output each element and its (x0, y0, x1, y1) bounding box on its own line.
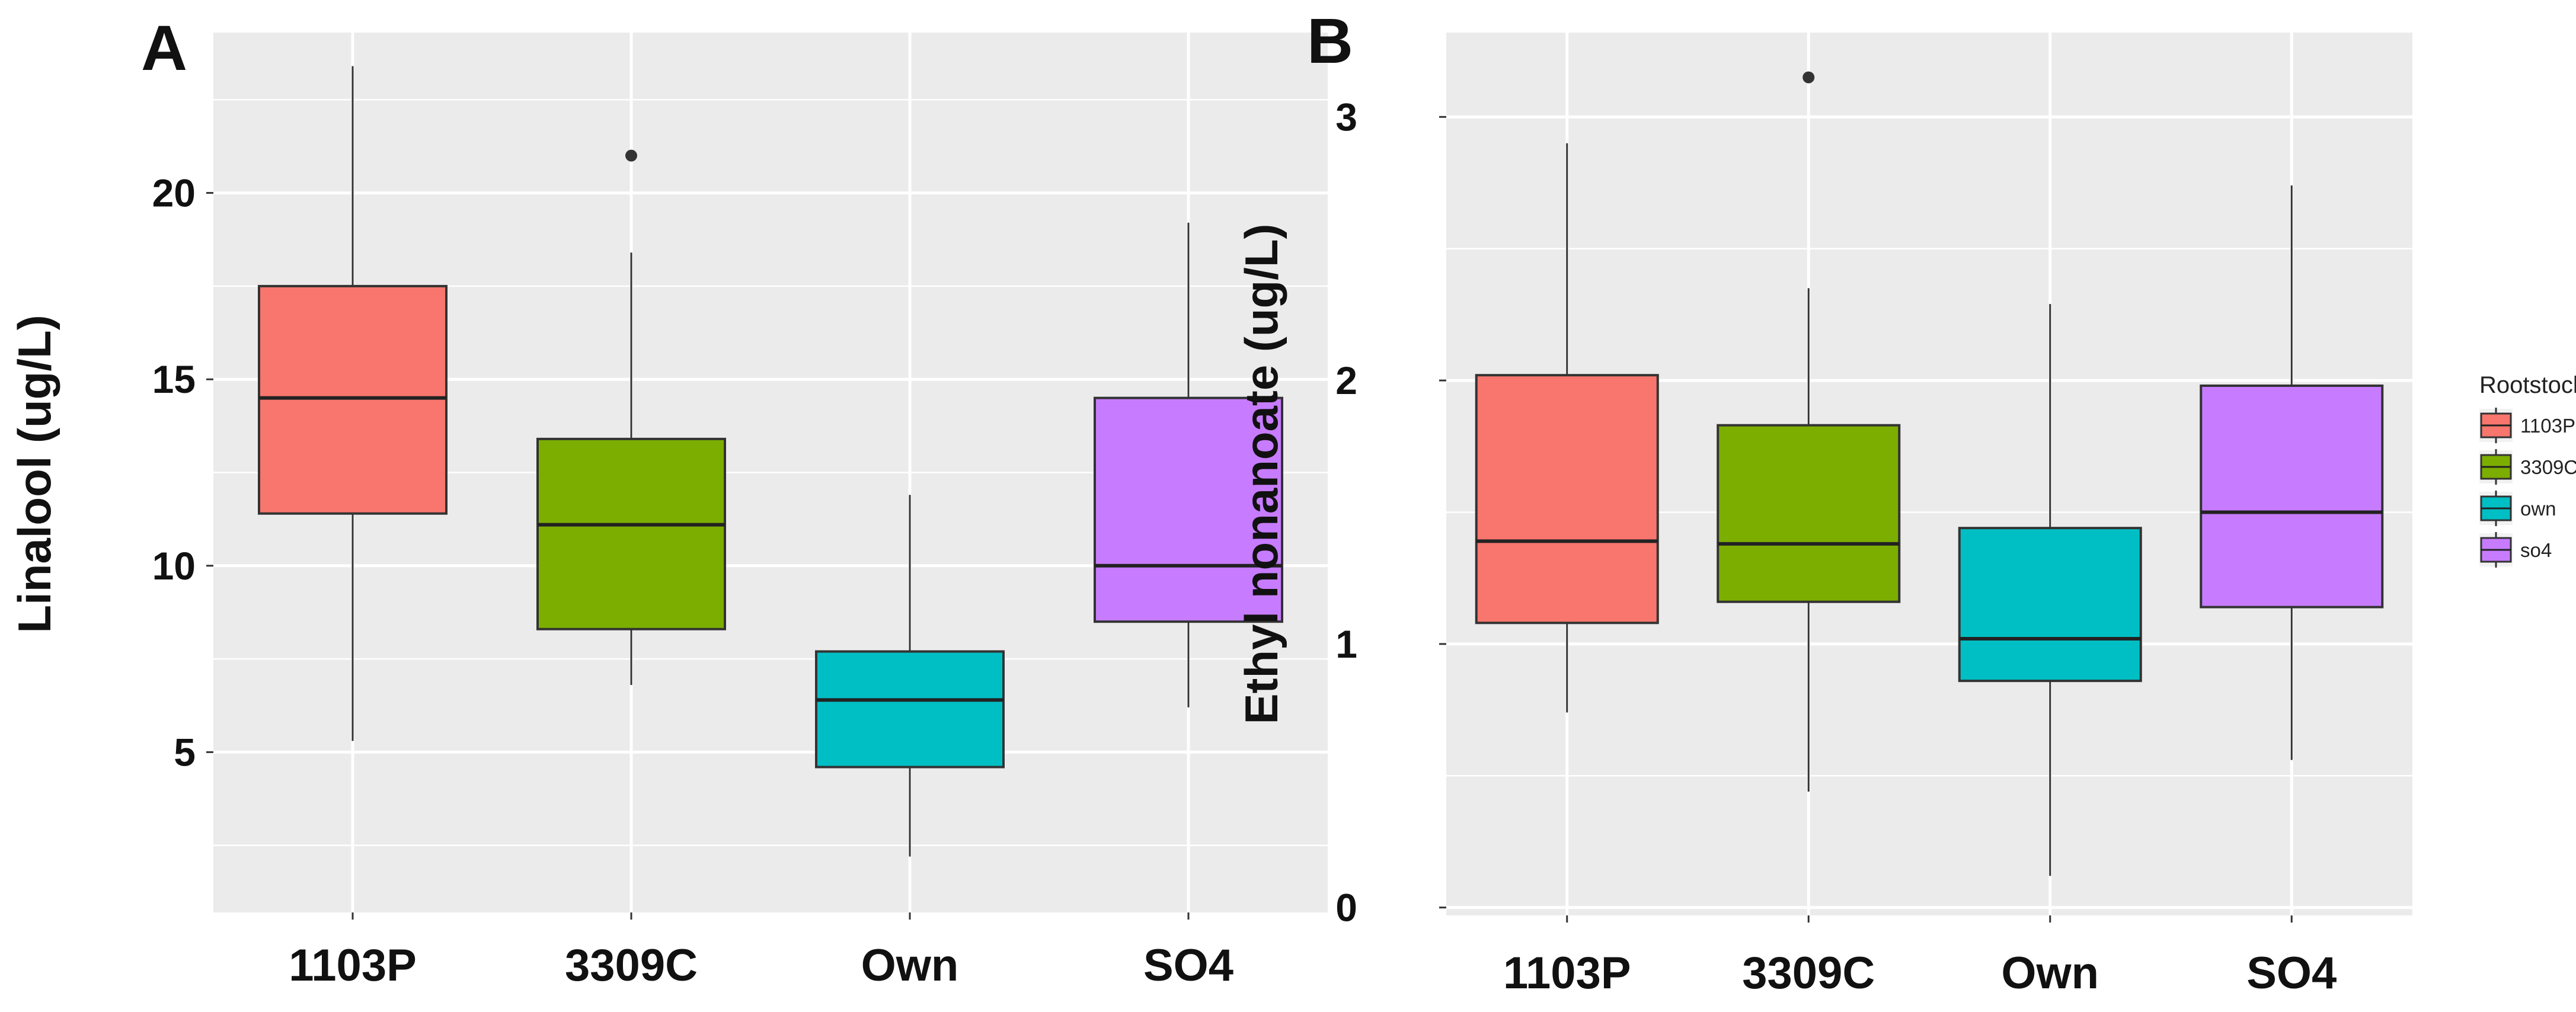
panel-a-box-1103p (258, 66, 448, 741)
panel-a-x-tick-label: SO4 (1143, 940, 1233, 991)
panel-a-letter: A (141, 12, 187, 84)
outlier-point (1802, 71, 1815, 84)
panel-b-x-tick-label: 3309C (1742, 948, 1875, 998)
panel-b-y-ticks: 0 1 2 3 (1335, 95, 1446, 930)
panel-b-box-1103p (1475, 143, 1659, 713)
panel-a-y-tick-label: 20 (152, 171, 196, 215)
panel-b-box-so4 (2200, 185, 2384, 760)
panel-b-y-tick-label: 0 (1335, 886, 1357, 930)
interquartile-box (2200, 385, 2384, 609)
panel-b-boxes (1475, 71, 2384, 876)
legend-items: 1103P 3309C own so4 (2479, 408, 2576, 568)
panel-b-x-tick-label: Own (2001, 948, 2099, 998)
panel-a-box-own (815, 495, 1005, 857)
interquartile-box (1475, 374, 1659, 625)
panel-a-box-3309c (536, 149, 726, 686)
panel-b-y-tick-label: 2 (1335, 358, 1357, 402)
panel-a-x-tick-label: Own (861, 940, 959, 991)
panel-a-y-ticks: 5 10 15 20 (152, 171, 213, 774)
panel-b-y-tick-label: 1 (1335, 622, 1357, 666)
interquartile-box (1958, 527, 2142, 683)
panel-b-x-tick-label: SO4 (2246, 948, 2337, 998)
legend-item-1103p: 1103P (2479, 408, 2575, 443)
interquartile-box (815, 650, 1005, 768)
panel-a-x-tick-label: 3309C (565, 940, 698, 991)
panel-b-y-tick-label: 3 (1335, 95, 1357, 139)
panel-b-y-axis-label: Ethyl nonanoate (ug/L) (1235, 224, 1287, 725)
legend: Rootstock 1103P 3309C own so4 (2479, 372, 2576, 568)
panel-b-letter: B (1307, 5, 1353, 76)
interquartile-box (258, 284, 448, 515)
legend-item-3309c: 3309C (2479, 449, 2576, 485)
panel-a-x-tick-label: 1103P (289, 940, 417, 991)
outlier-point (625, 149, 637, 162)
panel-a-y-axis-label: Linalool (ug/L) (8, 315, 60, 633)
legend-item-own: own (2479, 491, 2556, 526)
panel-b-box-3309c (1717, 71, 1901, 792)
panel-b-x-tick-label: 1103P (1503, 948, 1631, 998)
panel-a-y-tick-label: 15 (152, 357, 196, 401)
legend-title: Rootstock (2479, 372, 2576, 398)
legend-label: so4 (2520, 539, 2552, 561)
panel-a-y-tick-label: 5 (174, 730, 196, 774)
interquartile-box (536, 437, 726, 630)
legend-label: 1103P (2520, 415, 2575, 437)
panel-b-box-own (1958, 304, 2142, 876)
panel-b-x-ticks: 1103P 3309C Own SO4 (1503, 915, 2337, 998)
panel-a-box-so4 (1094, 222, 1283, 707)
legend-label: 3309C (2520, 456, 2576, 478)
panel-a: 5 10 15 20 1103P 3309C Own SO4 A Linalool (ug/… (8, 12, 1328, 991)
interquartile-box (1717, 424, 1901, 603)
panel-b: 0 1 2 3 1103P 3309C Own SO4 B Ethyl nonanoate … (1235, 5, 2412, 998)
panel-a-x-ticks: 1103P 3309C Own SO4 (289, 912, 1233, 991)
legend-item-so4: so4 (2479, 532, 2552, 568)
legend-label: own (2520, 498, 2556, 520)
interquartile-box (1094, 396, 1283, 623)
panel-a-y-tick-label: 10 (152, 544, 196, 588)
panel-a-boxes (258, 66, 1283, 857)
